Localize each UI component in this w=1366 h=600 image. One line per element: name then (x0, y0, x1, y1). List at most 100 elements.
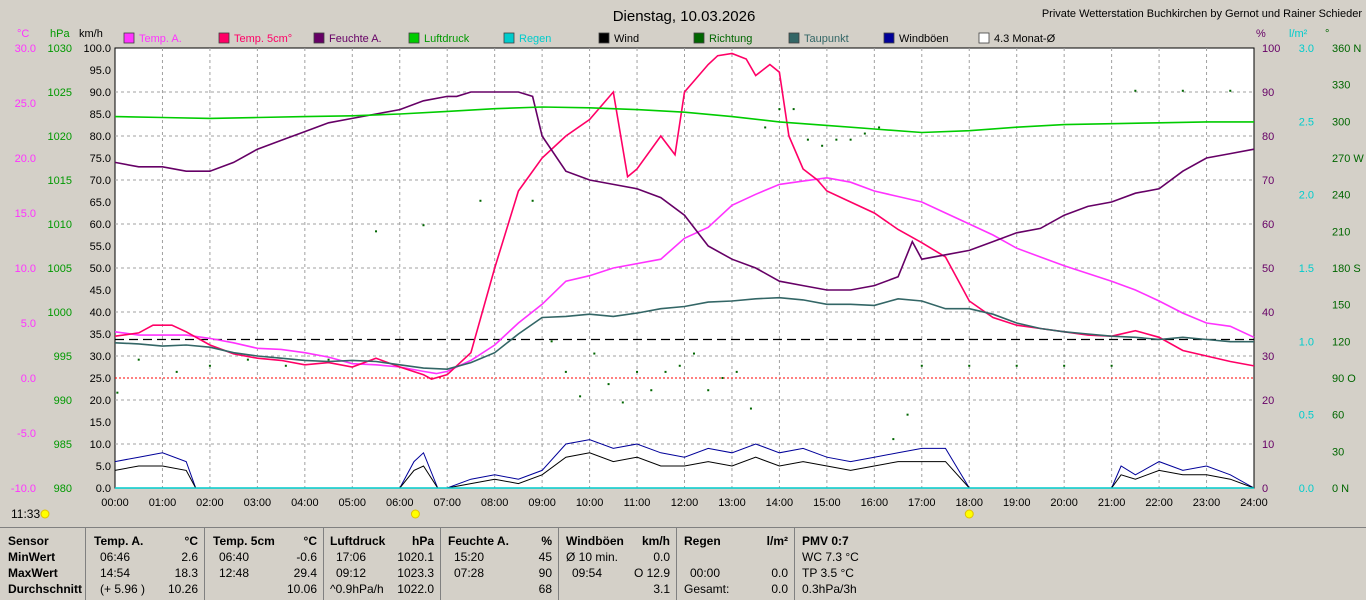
min-time: 17:06 (336, 550, 367, 564)
x-tick-label: 03:00 (244, 497, 272, 509)
y-tick-label-direction: 60 (1332, 410, 1344, 422)
y-tick-label-speed: 20.0 (90, 395, 111, 407)
series-taupunkt (114, 296, 1254, 371)
y-tick-label-humidity: 10 (1262, 439, 1274, 451)
pressure-trend-value: 0.3hPa/3h (802, 582, 857, 596)
x-tick-label: 13:00 (718, 497, 746, 509)
series-richtung (116, 89, 1232, 441)
data-point (692, 352, 695, 355)
y-tick-label-direction: 210 (1332, 226, 1350, 238)
total-label: Gesamt: (684, 582, 730, 596)
x-tick-label: 11:00 (624, 497, 651, 509)
data-point (1110, 364, 1113, 367)
y-tick-label-rain: 2.0 (1299, 190, 1314, 202)
avg-label: Ø 10 min. (566, 550, 619, 564)
y-tick-label-speed: 15.0 (90, 417, 111, 429)
weather-chart: 00:00 01:00 02:00 03:00 04:00 05:00 06:00 07:00… (11, 8, 1364, 521)
unit-speed: km/h (79, 28, 103, 40)
data-point (246, 358, 249, 361)
x-tick-label: 20:00 (1050, 497, 1078, 509)
x-tick-label: 22:00 (1145, 497, 1173, 509)
data-point (863, 132, 866, 135)
y-tick-label-direction: 150 (1332, 300, 1350, 312)
min-value: 2.6 (181, 550, 198, 564)
legend-label: Windböen (899, 33, 949, 45)
legend-label: Richtung (709, 33, 752, 45)
max-value: 29.4 (293, 566, 317, 580)
x-tick-label: 04:00 (291, 497, 319, 509)
data-point (1134, 89, 1137, 92)
series-feuchte-a (114, 91, 1255, 291)
y-tick-label-pressure: 1015 (48, 175, 72, 187)
col-unit: °C (303, 534, 317, 548)
max-time: 14:54 (100, 566, 131, 580)
min-value: -0.6 (296, 550, 317, 564)
y-tick-label-humidity: 80 (1262, 131, 1274, 143)
y-tick-label-rain: 1.5 (1299, 263, 1314, 275)
x-tick-label: 05:00 (339, 497, 367, 509)
data-point (636, 370, 639, 373)
data-point (892, 438, 895, 441)
legend-swatch (978, 32, 990, 44)
y-tick-label-direction: 300 (1332, 116, 1350, 128)
legend-label: 4.3 Monat-Ø (994, 33, 1056, 45)
avg-value: 0.0 (653, 550, 670, 564)
sun-marker-icon (964, 509, 974, 519)
legend-swatch (503, 32, 515, 44)
data-point (422, 224, 425, 227)
min-time: 06:40 (219, 550, 250, 564)
rain-value: 0.0 (771, 566, 788, 580)
y-tick-label-rain: 3.0 (1299, 43, 1314, 55)
avg-note: ^0.9hPa/h (330, 582, 384, 596)
row-label: Sensor (8, 534, 49, 548)
x-tick-label: 08:00 (481, 497, 509, 509)
legend-swatch (313, 32, 325, 44)
legend-label: Regen (519, 33, 551, 45)
data-point (806, 138, 809, 141)
x-tick-label: 24:00 (1240, 497, 1268, 509)
y-tick-label-rain: 0.0 (1299, 483, 1314, 495)
y-tick-label-pressure: 1000 (48, 307, 72, 319)
station-credit: Private Wetterstation Buchkirchen by Ger… (1042, 8, 1363, 20)
max-value: O 12.9 (633, 566, 670, 580)
y-tick-label-direction: 180 S (1332, 263, 1361, 275)
legend-swatch (788, 32, 800, 44)
y-tick-label-humidity: 30 (1262, 351, 1274, 363)
series-layer (114, 52, 1255, 489)
data-point (678, 364, 681, 367)
x-tick-label: 17:00 (908, 497, 936, 509)
col-unit: °C (184, 534, 198, 548)
y-tick-label-speed: 90.0 (90, 87, 111, 99)
total-value: 0.0 (771, 582, 788, 596)
x-tick-label: 14:00 (766, 497, 794, 509)
y-tick-label-temp: 15.0 (15, 208, 36, 220)
col-pressure: Luftdruck hPa 17:06 1020.1 09:12 1023.3 … (324, 528, 441, 600)
y-tick-label-humidity: 0 (1262, 483, 1268, 495)
y-tick-label-temp: 30.0 (15, 43, 36, 55)
rain-time: 00:00 (690, 566, 721, 580)
y-tick-label-speed: 85.0 (90, 109, 111, 121)
max-time: 09:12 (336, 566, 367, 580)
min-value: 45 (538, 550, 552, 564)
y-tick-label-speed: 35.0 (90, 329, 111, 341)
col-title: Temp. A. (94, 534, 144, 548)
x-tick-label: 19:00 (1003, 497, 1031, 509)
x-tick-label: 16:00 (861, 497, 889, 509)
x-tick-label: 06:00 (386, 497, 414, 509)
data-point (707, 389, 710, 392)
max-time: 07:28 (454, 566, 485, 580)
y-tick-label-direction: 360 N (1332, 43, 1361, 55)
y-tick-label-speed: 10.0 (90, 439, 111, 451)
col-temp-a: Temp. A. °C 06:46 2.6 14:54 18.3 (+ 5.96… (86, 528, 205, 600)
max-value: 18.3 (174, 566, 198, 580)
y-tick-label-direction: 330 (1332, 80, 1350, 92)
legend-label: Luftdruck (424, 33, 470, 45)
y-tick-label-direction: 0 N (1332, 483, 1349, 495)
max-value: 1023.3 (397, 566, 434, 580)
y-tick-label-rain: 0.5 (1299, 410, 1314, 422)
series-line (114, 106, 1254, 134)
data-point (849, 138, 852, 141)
data-point (479, 199, 482, 202)
y-tick-label-humidity: 50 (1262, 263, 1274, 275)
x-tick-label: 18:00 (955, 497, 983, 509)
